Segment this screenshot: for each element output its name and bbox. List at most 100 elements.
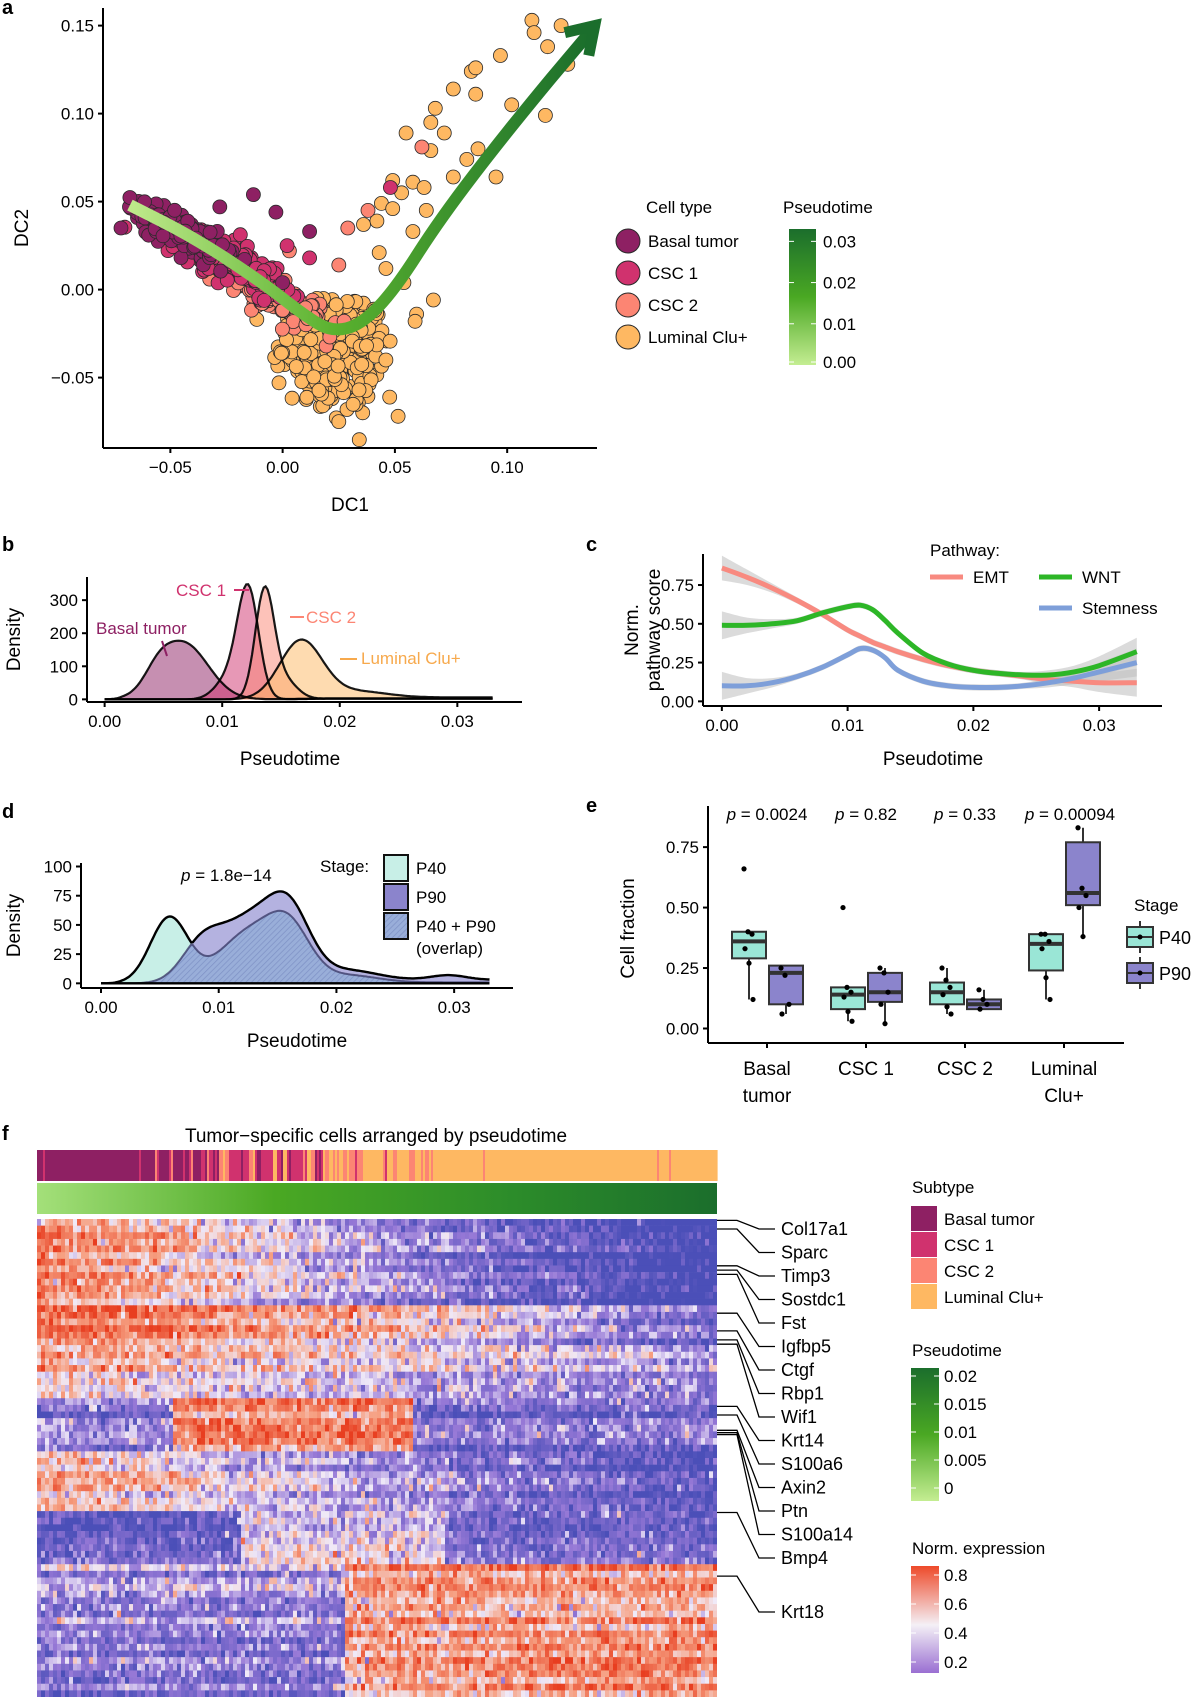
heatmap-cell	[109, 1351, 114, 1359]
legend-title: Cell type	[646, 198, 712, 217]
heatmap-cell	[709, 1345, 714, 1353]
heatmap-cell	[625, 1272, 630, 1280]
heatmap-cell	[677, 1238, 682, 1246]
heatmap-cell	[265, 1292, 270, 1299]
heatmap-cell	[89, 1265, 94, 1273]
heatmap-cell	[277, 1272, 282, 1280]
heatmap-cell	[341, 1331, 346, 1339]
heatmap-cell	[689, 1331, 694, 1339]
heatmap-cell	[37, 1345, 42, 1353]
heatmap-cell	[105, 1345, 110, 1353]
heatmap-cell	[109, 1265, 114, 1273]
heatmap-cell	[165, 1345, 170, 1353]
heatmap-cell	[653, 1232, 658, 1240]
heatmap-cell	[281, 1351, 286, 1359]
heatmap-cell	[73, 1331, 78, 1339]
heatmap-cell	[621, 1338, 626, 1346]
heatmap-cell	[49, 1345, 54, 1353]
heatmap-cell	[257, 1325, 262, 1333]
heatmap-cell	[37, 1351, 42, 1359]
heatmap-cell	[153, 1258, 158, 1266]
heatmap-cell	[325, 1278, 330, 1286]
heatmap-cell	[101, 1292, 106, 1299]
heatmap-cell	[153, 1351, 158, 1359]
heatmap-cell	[489, 1331, 494, 1339]
heatmap-cell	[693, 1272, 698, 1280]
heatmap-cell	[509, 1232, 514, 1240]
subtype-cell-basal	[197, 1150, 200, 1181]
heatmap-cell	[693, 1225, 698, 1233]
heatmap-cell	[465, 1219, 470, 1226]
heatmap-cell	[125, 1345, 130, 1353]
heatmap-cell	[297, 1238, 302, 1246]
heatmap-cell	[389, 1311, 394, 1319]
heatmap-cell	[69, 1325, 74, 1333]
heatmap-cell	[261, 1258, 266, 1266]
data-point	[1079, 885, 1085, 891]
heatmap-cell	[317, 1325, 322, 1333]
heatmap-cell	[137, 1292, 142, 1299]
subtype-cell-basal	[115, 1150, 118, 1181]
heatmap-cell	[141, 1318, 146, 1326]
heatmap-cell	[101, 1305, 106, 1313]
heatmap-cell	[37, 1238, 42, 1246]
heatmap-cell	[661, 1238, 666, 1246]
heatmap-cell	[329, 1232, 334, 1240]
heatmap-cell	[617, 1252, 622, 1260]
heatmap-cell	[249, 1252, 254, 1260]
subtype-cell-luminal	[503, 1150, 506, 1181]
heatmap-cell	[181, 1232, 186, 1240]
heatmap-cell	[105, 1238, 110, 1246]
subtype-cell-luminal	[405, 1150, 408, 1181]
heatmap-cell	[709, 1305, 714, 1313]
heatmap-cell	[101, 1225, 106, 1233]
heatmap-cell	[117, 1318, 122, 1326]
heatmap-cell	[373, 1265, 378, 1273]
heatmap-cell	[137, 1272, 142, 1280]
heatmap-cell	[357, 1338, 362, 1346]
heatmap-cell	[545, 1325, 550, 1333]
heatmap-cell	[673, 1238, 678, 1246]
heatmap-cell	[313, 1252, 318, 1260]
heatmap-cell	[233, 1285, 238, 1293]
heatmap-cell	[189, 1298, 194, 1306]
heatmap-cell	[369, 1318, 374, 1326]
heatmap-cell	[673, 1265, 678, 1273]
heatmap-cell	[697, 1258, 702, 1266]
heatmap-cell	[209, 1292, 214, 1299]
heatmap-cell	[633, 1252, 638, 1260]
heatmap-cell	[681, 1272, 686, 1280]
heatmap-cell	[601, 1338, 606, 1346]
heatmap-cell	[217, 1265, 222, 1273]
heatmap-cell	[601, 1311, 606, 1319]
heatmap-cell	[125, 1298, 130, 1306]
heatmap-cell	[161, 1272, 166, 1280]
heatmap-cell	[257, 1298, 262, 1306]
heatmap-cell	[505, 1311, 510, 1319]
heatmap-cell	[673, 1345, 678, 1353]
subtype-cell-luminal	[693, 1150, 696, 1181]
heatmap-cell	[145, 1219, 150, 1226]
heatmap-cell	[181, 1278, 186, 1286]
heatmap-cell	[657, 1278, 662, 1286]
subtype-cell-luminal	[613, 1150, 616, 1181]
heatmap-cell	[85, 1331, 90, 1339]
subtype-cell-basal	[59, 1150, 62, 1181]
heatmap-cell	[489, 1238, 494, 1246]
heatmap-cell	[205, 1318, 210, 1326]
heatmap-cell	[481, 1258, 486, 1266]
heatmap-cell	[57, 1278, 62, 1286]
heatmap-cell	[337, 1245, 342, 1253]
heatmap-cell	[297, 1232, 302, 1240]
heatmap-cell	[157, 1305, 162, 1313]
heatmap-cell	[389, 1265, 394, 1273]
subtype-cell-csc2	[345, 1150, 348, 1181]
heatmap-cell	[101, 1278, 106, 1286]
heatmap-cell	[297, 1245, 302, 1253]
subtype-cell-csc1	[291, 1150, 294, 1181]
heatmap-cell	[605, 1265, 610, 1273]
heatmap-cell	[213, 1318, 218, 1326]
trajectory-line	[127, 29, 594, 336]
heatmap-cell	[197, 1219, 202, 1226]
heatmap-cell	[709, 1232, 714, 1240]
